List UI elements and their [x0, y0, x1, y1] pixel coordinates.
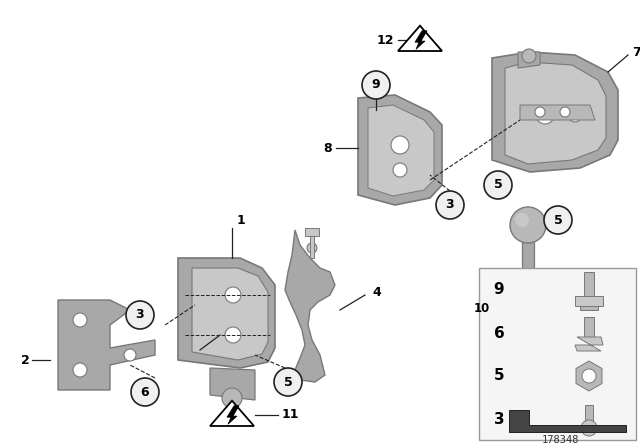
- Polygon shape: [415, 31, 427, 49]
- Circle shape: [484, 171, 512, 199]
- Polygon shape: [518, 52, 540, 68]
- Polygon shape: [575, 337, 603, 351]
- Text: 12: 12: [376, 34, 394, 47]
- Polygon shape: [576, 361, 602, 391]
- Polygon shape: [492, 52, 618, 172]
- Polygon shape: [522, 232, 534, 385]
- Text: 8: 8: [324, 142, 332, 155]
- Polygon shape: [192, 268, 268, 360]
- Circle shape: [515, 213, 529, 227]
- Circle shape: [535, 107, 545, 117]
- Circle shape: [510, 375, 546, 411]
- Text: 5: 5: [493, 178, 502, 191]
- Circle shape: [307, 243, 317, 253]
- Circle shape: [515, 381, 529, 395]
- Circle shape: [581, 420, 597, 436]
- Polygon shape: [584, 272, 594, 300]
- Text: 1: 1: [237, 214, 246, 227]
- Polygon shape: [520, 105, 595, 120]
- Circle shape: [436, 191, 464, 219]
- Circle shape: [131, 378, 159, 406]
- Circle shape: [73, 313, 87, 327]
- Circle shape: [536, 106, 554, 124]
- Circle shape: [124, 349, 136, 361]
- Polygon shape: [358, 95, 442, 205]
- Circle shape: [391, 136, 409, 154]
- Text: 11: 11: [282, 409, 300, 422]
- Text: 5: 5: [284, 375, 292, 388]
- Text: 9: 9: [493, 283, 504, 297]
- Circle shape: [222, 388, 242, 408]
- Circle shape: [544, 206, 572, 234]
- Text: 5: 5: [554, 214, 563, 227]
- Circle shape: [225, 287, 241, 303]
- Polygon shape: [178, 258, 275, 368]
- Polygon shape: [585, 405, 593, 424]
- Polygon shape: [285, 230, 335, 382]
- Circle shape: [510, 207, 546, 243]
- Polygon shape: [509, 410, 626, 432]
- Text: 6: 6: [141, 385, 149, 399]
- Circle shape: [393, 163, 407, 177]
- Text: 7: 7: [632, 46, 640, 59]
- Circle shape: [522, 49, 536, 63]
- Polygon shape: [580, 306, 598, 310]
- Text: 3: 3: [136, 309, 144, 322]
- Polygon shape: [368, 105, 434, 196]
- Polygon shape: [58, 300, 155, 390]
- Text: 3: 3: [445, 198, 454, 211]
- Text: 4: 4: [372, 285, 381, 298]
- Polygon shape: [227, 406, 239, 424]
- Text: 178348: 178348: [541, 435, 579, 445]
- Polygon shape: [305, 228, 319, 236]
- Text: 9: 9: [372, 78, 380, 91]
- Polygon shape: [584, 317, 594, 341]
- Polygon shape: [398, 26, 442, 51]
- Polygon shape: [575, 296, 603, 306]
- Circle shape: [560, 107, 570, 117]
- Text: 10: 10: [474, 302, 490, 314]
- Circle shape: [582, 369, 596, 383]
- Circle shape: [73, 363, 87, 377]
- Text: 2: 2: [20, 353, 29, 366]
- Circle shape: [568, 108, 582, 122]
- Text: 5: 5: [493, 369, 504, 383]
- Polygon shape: [310, 235, 314, 258]
- Circle shape: [362, 71, 390, 99]
- Text: 6: 6: [493, 326, 504, 340]
- Circle shape: [126, 301, 154, 329]
- Polygon shape: [210, 368, 255, 400]
- FancyBboxPatch shape: [479, 268, 636, 440]
- Polygon shape: [505, 62, 606, 164]
- Text: 3: 3: [493, 412, 504, 426]
- Circle shape: [225, 327, 241, 343]
- Circle shape: [274, 368, 302, 396]
- Polygon shape: [210, 401, 254, 426]
